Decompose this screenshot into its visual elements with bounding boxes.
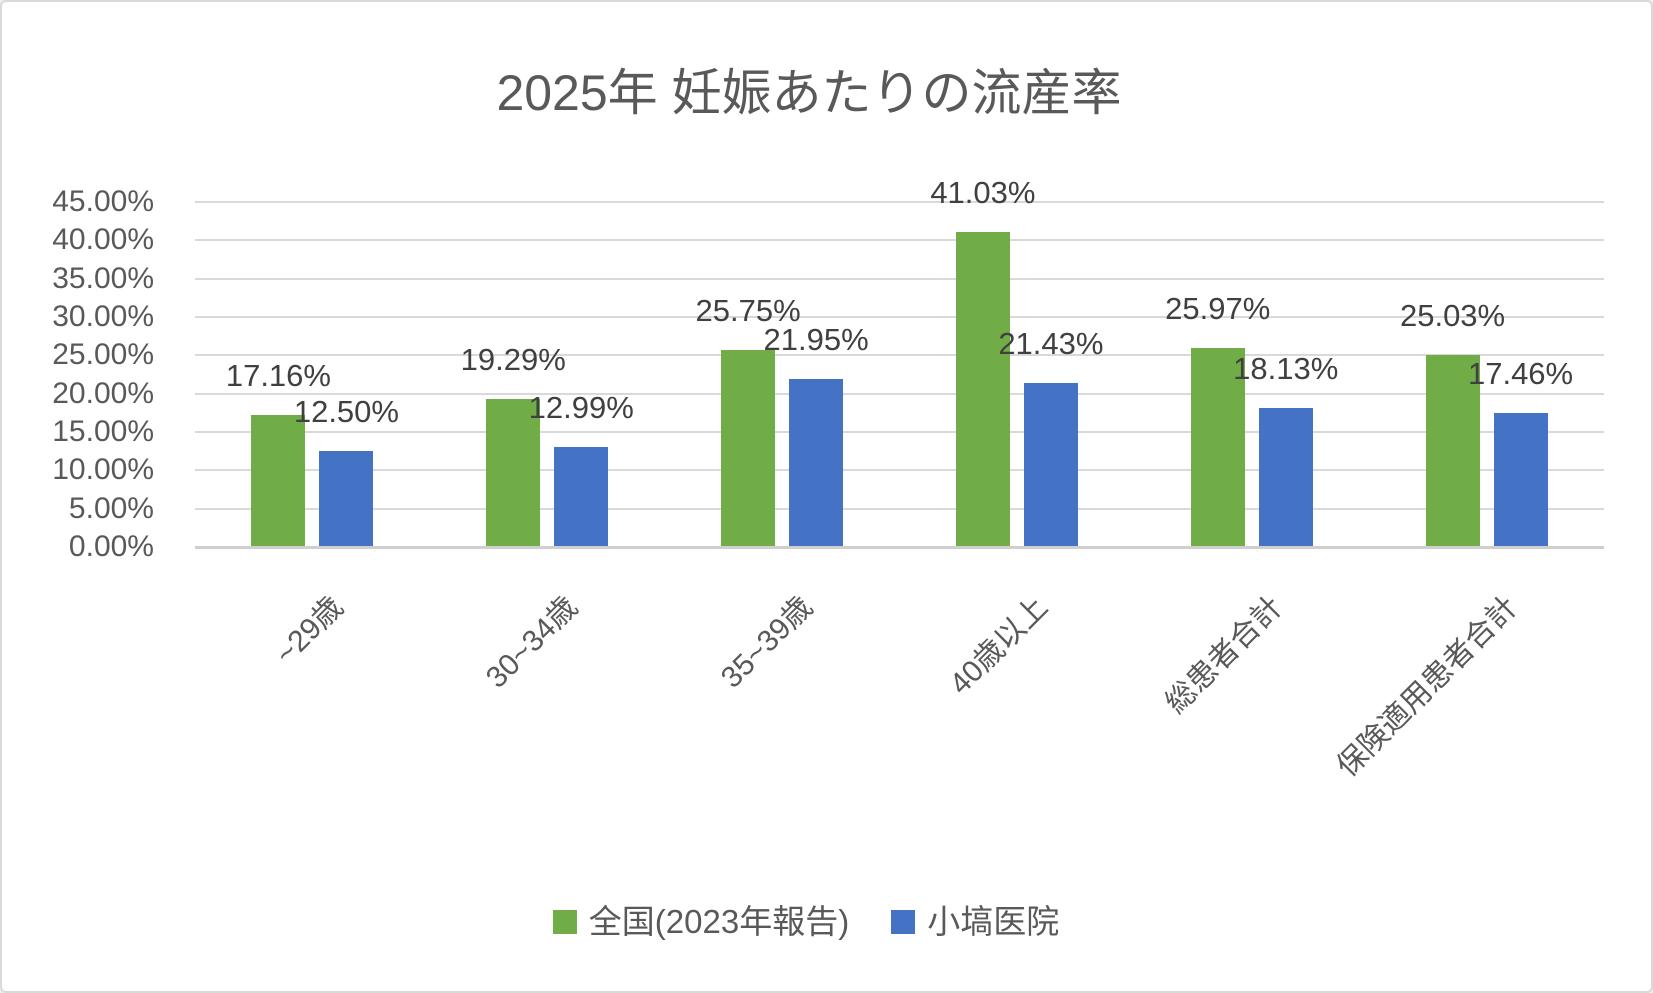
data-label: 12.99% — [528, 390, 634, 426]
y-tick-label: 30.00% — [52, 300, 154, 333]
y-tick-label: 20.00% — [52, 376, 154, 410]
bar-group: 25.75% 21.95% — [665, 202, 900, 547]
legend: 全国(2023年報告) 小塙医院 — [2, 898, 1610, 946]
data-label: 17.46% — [1467, 356, 1574, 392]
gridline — [195, 201, 1604, 203]
bar: 17.16% — [226, 360, 331, 547]
bar: 21.95% — [763, 324, 869, 547]
bar: 17.46% — [1468, 358, 1573, 547]
gridline — [195, 239, 1604, 242]
bar-group: 25.03% 17.46% — [1369, 202, 1604, 547]
chart-title: 2025年 妊娠あたりの流産率 — [496, 65, 1122, 121]
data-label: 25.75% — [695, 292, 801, 328]
data-label: 12.50% — [293, 394, 399, 430]
data-label: 41.03% — [930, 175, 1036, 211]
legend-swatch — [552, 910, 577, 934]
data-label: 25.03% — [1399, 298, 1506, 334]
bar: 41.03% — [930, 177, 1035, 547]
y-tick-label: 5.00% — [68, 491, 154, 525]
data-label: 21.95% — [763, 321, 869, 357]
category-label: 保険適用患者合計 — [1330, 590, 1524, 784]
gridlines — [195, 201, 1604, 547]
bar-group: 25.97% 18.13% — [1134, 202, 1369, 547]
category-label: 35~39歳 — [714, 590, 819, 695]
bar: 21.43% — [998, 328, 1103, 547]
bar: 25.03% — [1400, 300, 1505, 547]
data-label: 18.13% — [1233, 351, 1339, 387]
plot-area: 17.16% 12.50% 19.29% 12.99% 25.75% 21.95% 41.0… — [195, 177, 1604, 549]
category-label: 30~34歳 — [479, 590, 584, 695]
y-tick-label: 10.00% — [52, 453, 154, 487]
gridline — [195, 316, 1604, 318]
category-label: 40歳以上 — [943, 590, 1054, 701]
bar-groups: 17.16% 12.50% 19.29% 12.99% 25.75% 21.95% 41.0… — [195, 177, 1604, 547]
bar-group: 41.03% 21.43% — [899, 177, 1134, 547]
gridline — [195, 469, 1604, 472]
legend-item: 全国(2023年報告) — [552, 902, 850, 942]
x-axis-line — [195, 546, 1604, 549]
legend-label: 小塙医院 — [927, 903, 1060, 941]
y-tick-label: 25.00% — [52, 338, 154, 372]
bar-group: 17.16% 12.50% — [195, 202, 430, 547]
gridline — [195, 277, 1604, 280]
y-tick-label: 0.00% — [68, 530, 154, 563]
y-tick-label: 45.00% — [52, 185, 154, 218]
bar: 12.99% — [529, 392, 634, 547]
gridline — [195, 392, 1604, 395]
x-axis-category-labels: ~29歳 30~34歳 35~39歳 40歳以上 総患者合計 保険適用患者合計 — [195, 547, 1604, 887]
data-label: 25.97% — [1165, 290, 1271, 326]
legend-swatch — [891, 910, 916, 934]
bar: 18.13% — [1233, 353, 1338, 547]
y-tick-label: 40.00% — [52, 223, 154, 257]
y-axis-tick-labels: 45.00% 40.00% 35.00% 30.00% 25.00% 20.00% 15.0… — [2, 2, 154, 991]
gridline — [195, 354, 1604, 357]
y-tick-label: 35.00% — [52, 261, 154, 295]
data-label: 17.16% — [225, 358, 331, 394]
legend-label: 全国(2023年報告) — [588, 903, 850, 941]
legend-item: 小塙医院 — [891, 902, 1059, 942]
data-label: 21.43% — [998, 325, 1104, 361]
category-label: 総患者合計 — [1159, 590, 1289, 720]
data-label: 19.29% — [460, 342, 566, 378]
bar: 19.29% — [461, 344, 566, 547]
y-tick-label: 15.00% — [52, 415, 154, 448]
category-label: ~29歳 — [268, 590, 350, 671]
gridline — [195, 431, 1604, 433]
bar: 25.75% — [695, 295, 801, 547]
bar: 25.97% — [1165, 293, 1270, 547]
bar: 12.50% — [294, 396, 399, 547]
bar-group: 19.29% 12.99% — [430, 202, 665, 547]
gridline — [195, 507, 1604, 510]
